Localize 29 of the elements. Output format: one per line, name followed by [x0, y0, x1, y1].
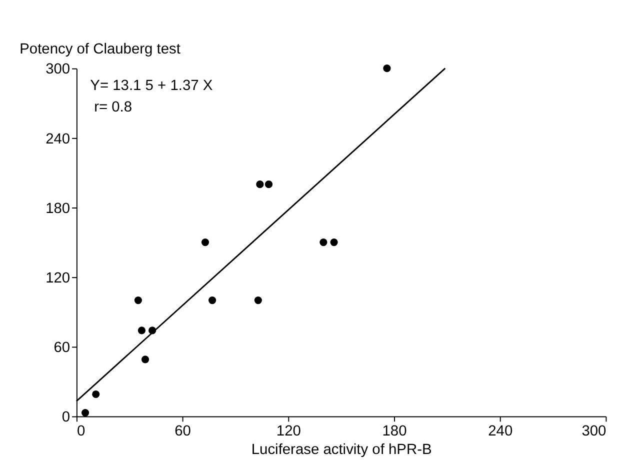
y-tick-label: 180 [46, 200, 70, 217]
point [138, 326, 146, 334]
annotation: r= 0.8 [94, 99, 132, 116]
x-axis-title: Luciferase activity of hPR-B [251, 442, 432, 458]
y-tick-label: 240 [46, 131, 70, 148]
point [330, 238, 338, 246]
point [254, 296, 262, 304]
point [256, 180, 264, 188]
point [264, 180, 273, 188]
x-tick-label: 120 [276, 423, 301, 440]
x-tick-label: 180 [382, 423, 407, 440]
x-tick-label: 0 [76, 423, 86, 440]
annotation: Y= 13.1 5 + 1.37 X [90, 78, 213, 94]
x-tick-label: 60 [174, 423, 191, 440]
y-axis-title: Potency of Clauberg test [20, 42, 180, 58]
y-tick-label: 300 [46, 62, 70, 78]
point [92, 390, 100, 398]
point [81, 409, 90, 417]
point [208, 296, 216, 304]
y-tick-label: 120 [46, 270, 70, 286]
point [383, 64, 391, 72]
x-tick-label: 240 [488, 423, 513, 440]
point [134, 296, 142, 304]
y-tick-label: 60 [54, 340, 70, 356]
point [201, 238, 210, 246]
y-tick-label: 0 [62, 410, 70, 426]
x-tick-label: 300 [582, 423, 606, 440]
point [141, 356, 150, 364]
point [320, 238, 328, 246]
